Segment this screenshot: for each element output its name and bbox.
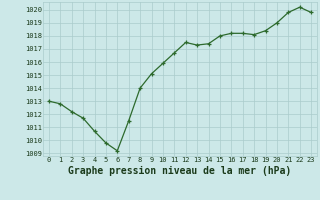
X-axis label: Graphe pression niveau de la mer (hPa): Graphe pression niveau de la mer (hPa) — [68, 166, 292, 176]
